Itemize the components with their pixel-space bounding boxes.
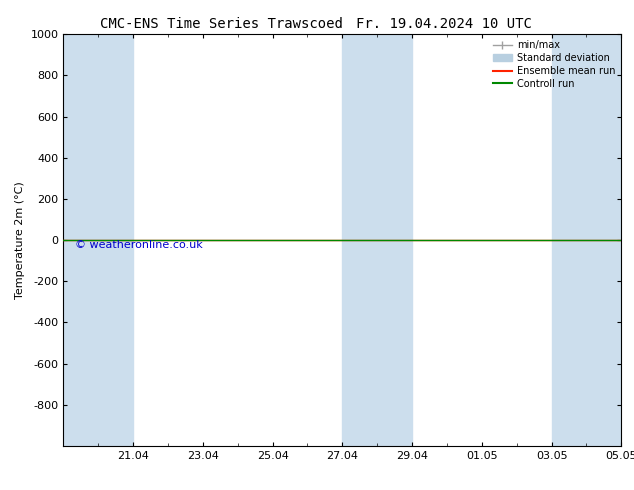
Text: © weatheronline.co.uk: © weatheronline.co.uk xyxy=(75,240,202,250)
Legend: min/max, Standard deviation, Ensemble mean run, Controll run: min/max, Standard deviation, Ensemble me… xyxy=(489,36,619,93)
Text: CMC-ENS Time Series Trawscoed: CMC-ENS Time Series Trawscoed xyxy=(100,17,344,31)
Bar xyxy=(342,34,412,446)
Text: Fr. 19.04.2024 10 UTC: Fr. 19.04.2024 10 UTC xyxy=(356,17,532,31)
Bar xyxy=(63,34,133,446)
Y-axis label: Temperature 2m (°C): Temperature 2m (°C) xyxy=(15,181,25,299)
Bar xyxy=(552,34,621,446)
